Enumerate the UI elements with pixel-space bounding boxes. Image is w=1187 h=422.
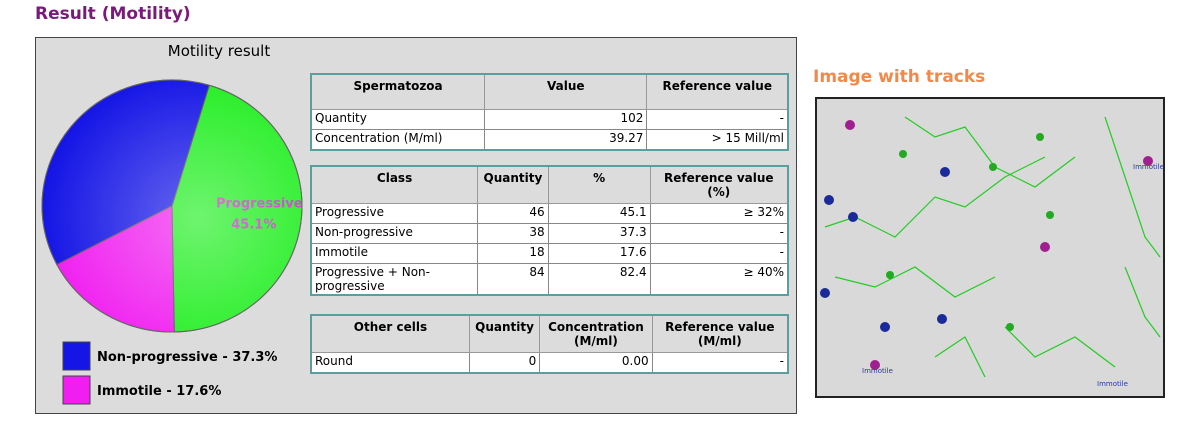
result-table: Class Quantity% Reference value (%) Progres… <box>310 165 789 296</box>
table-cell: - <box>651 352 789 374</box>
result-table: Other cells Quantity Concentration (M/ml) R… <box>310 314 789 374</box>
header-cell: Other cells <box>310 314 470 353</box>
chart-title: Motility result <box>168 42 271 60</box>
table-cell: Non-progressive <box>310 223 479 244</box>
table-cell: - <box>649 243 789 264</box>
chart: Motility result Progressive45.1%Non-prog… <box>41 42 303 405</box>
table-cell: 39.27 <box>484 129 648 151</box>
table-cell: Immotile <box>310 243 479 264</box>
header-cell: Concentration (M/ml) <box>539 314 653 353</box>
header-cell: Reference value (%) <box>649 165 789 204</box>
table-cell: 102 <box>484 109 648 130</box>
table-cell: 84 <box>477 263 549 296</box>
table-cell: ≥ 32% <box>649 203 789 224</box>
track-image: Immotile Immotile Immotile <box>815 97 1165 398</box>
table-cell: 38 <box>477 223 549 244</box>
legend-label: Non-progressive - 37.3% <box>97 350 277 365</box>
table-cell: 18 <box>477 243 549 264</box>
header-cell: Quantity <box>477 165 549 204</box>
table-cell: Concentration (M/ml) <box>310 129 486 151</box>
legend-swatch <box>62 341 91 371</box>
table-cell: 46 <box>477 203 549 224</box>
table-cell: - <box>649 223 789 244</box>
table-cell: ≥ 40% <box>649 263 789 296</box>
table-cell: 37.3 <box>547 223 651 244</box>
table-cell: 0.00 <box>539 352 653 374</box>
table-cell: Progressive <box>310 203 479 224</box>
table-cell: - <box>646 109 789 130</box>
page-title: Result (Motility) <box>35 4 191 24</box>
legend-swatch <box>62 375 91 405</box>
header-cell: Reference value (M/ml) <box>651 314 789 353</box>
table-cell: 0 <box>468 352 541 374</box>
image-title: Image with tracks <box>813 67 986 87</box>
header-cell: Spermatozoa <box>310 73 486 110</box>
table-cell: Quantity <box>310 109 486 130</box>
table-cell: Progressive + Non-progressive <box>310 263 479 296</box>
legend-label: Immotile - 17.6% <box>97 384 221 399</box>
table-cell: 17.6 <box>547 243 651 264</box>
table-cell: 82.4 <box>547 263 651 296</box>
image-label: Immotile <box>1097 380 1128 388</box>
pie-shine <box>41 79 303 333</box>
table-cell: Round <box>310 352 470 374</box>
header-cell: % <box>547 165 651 204</box>
image-label: Immotile <box>1133 163 1164 171</box>
image-label: Immotile <box>862 367 893 375</box>
header-cell: Value <box>484 73 648 110</box>
header-cell: Reference value <box>646 73 789 110</box>
header-cell: Quantity <box>468 314 541 353</box>
table-cell: 45.1 <box>547 203 651 224</box>
header-cell: Class <box>310 165 479 204</box>
result-table: Spermatozoa Value Reference value Quantity 1… <box>310 73 789 151</box>
table-cell: > 15 Mill/ml <box>646 129 789 151</box>
